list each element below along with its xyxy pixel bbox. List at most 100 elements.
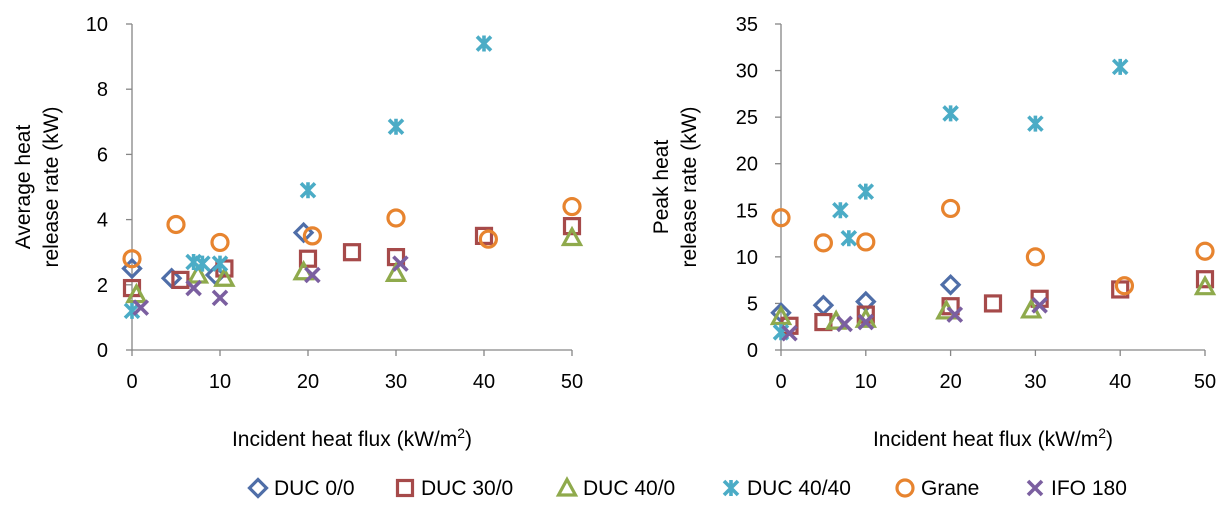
- legend-item: DUC 40/40: [722, 477, 851, 500]
- data-point: [813, 233, 834, 253]
- series-duc-40-0: [769, 274, 1217, 330]
- y-tick-label: 25: [736, 107, 758, 129]
- legend: DUC 0/0 DUC 30/0 DUC 40/0 DUC 40/40 Grane IFO…: [247, 476, 1127, 500]
- data-point: [1025, 247, 1046, 267]
- y-tick-label: 2: [97, 275, 108, 297]
- x-tick-label: 30: [385, 371, 407, 393]
- y-tick-label: 20: [736, 154, 758, 176]
- legend-label: DUC 30/0: [421, 477, 513, 500]
- legend-item: DUC 30/0: [395, 477, 513, 500]
- legend-marker: [1026, 479, 1044, 497]
- x-tick-label: 10: [855, 371, 877, 393]
- data-point: [210, 232, 230, 253]
- data-point: [1111, 58, 1129, 76]
- data-point: [386, 208, 406, 228]
- data-point: [185, 279, 202, 297]
- legend-item: IFO 180: [1026, 477, 1127, 500]
- y-tick-label: 10: [736, 247, 758, 269]
- x-tick-label: 20: [297, 371, 319, 393]
- data-point: [1195, 241, 1215, 261]
- series-ifo-180: [781, 297, 1048, 342]
- series-ifo-180: [132, 255, 409, 316]
- data-point: [475, 35, 493, 52]
- peak-hrr-panel: 0 5 10 15 20 25 30 35 0 10 20 30 40 50 Incident heat f…: [650, 14, 1217, 451]
- data-point: [832, 202, 849, 219]
- series-grane: [771, 198, 1215, 296]
- legend-marker: [247, 477, 269, 499]
- data-point: [478, 229, 498, 249]
- legend-label: IFO 180: [1051, 477, 1127, 500]
- y-axis-title-line: Peak heat: [650, 140, 673, 235]
- data-point: [211, 289, 229, 307]
- data-point: [1193, 274, 1217, 296]
- legend-marker: [722, 479, 740, 497]
- data-point: [942, 105, 959, 122]
- data-point: [781, 324, 798, 342]
- data-point: [939, 274, 962, 296]
- x-tick-label: 20: [939, 371, 961, 393]
- data-point: [474, 226, 494, 245]
- data-point: [194, 255, 211, 272]
- data-point: [1114, 276, 1135, 296]
- data-point: [562, 196, 582, 217]
- data-point: [1031, 297, 1048, 314]
- legend-label: DUC 0/0: [274, 477, 355, 500]
- y-tick-label: 8: [97, 79, 108, 101]
- x-tick-label: 50: [561, 371, 583, 393]
- data-point: [125, 282, 148, 304]
- data-point: [387, 118, 405, 135]
- data-point: [384, 261, 408, 282]
- data-point: [302, 226, 322, 246]
- x-tick-label: 30: [1024, 371, 1046, 393]
- x-axis-title: Incident heat flux (kW/m2): [873, 425, 1113, 451]
- y-tick-label: 5: [747, 293, 758, 315]
- data-point: [122, 249, 142, 269]
- data-point: [812, 294, 835, 317]
- legend-item: DUC 0/0: [247, 477, 355, 500]
- series-grane: [122, 196, 582, 269]
- data-point: [562, 217, 582, 236]
- legend-marker: [395, 478, 415, 498]
- data-point: [769, 304, 793, 326]
- data-point: [298, 249, 318, 268]
- y-axis-title-line: release rate (kW): [40, 106, 63, 267]
- data-point: [1111, 280, 1130, 299]
- y-axis-title-line: release rate (kW): [678, 106, 701, 267]
- y-tick-label: 0: [747, 340, 758, 362]
- data-point: [392, 255, 409, 272]
- data-point: [836, 315, 853, 333]
- legend-marker: [895, 478, 915, 498]
- y-axis-title-line: Average heat: [12, 125, 35, 250]
- data-point: [342, 243, 362, 262]
- y-tick-label: 35: [736, 14, 758, 36]
- y-tick-label: 10: [86, 14, 108, 36]
- y-tick-label: 4: [97, 210, 108, 232]
- data-point: [132, 299, 150, 316]
- x-tick-label: 40: [473, 371, 495, 393]
- x-axis-title: Incident heat flux (kW/m2): [232, 425, 472, 451]
- data-point: [213, 266, 236, 287]
- legend-label: Grane: [921, 477, 979, 500]
- x-tick-label: 40: [1109, 371, 1131, 393]
- data-point: [304, 266, 321, 284]
- data-point: [1027, 115, 1044, 132]
- x-tick-label: 0: [126, 371, 137, 393]
- data-point: [983, 294, 1003, 313]
- data-point: [946, 306, 964, 323]
- data-point: [771, 208, 791, 228]
- y-tick-label: 30: [736, 61, 758, 83]
- x-tick-label: 50: [1194, 371, 1216, 393]
- legend-label: DUC 40/40: [747, 477, 851, 500]
- data-point: [166, 214, 186, 235]
- series-duc-0-0: [770, 274, 962, 324]
- data-point: [1195, 270, 1215, 289]
- data-point: [560, 225, 584, 247]
- data-point: [123, 302, 141, 320]
- data-point: [856, 232, 876, 252]
- legend-item: DUC 40/0: [555, 476, 675, 500]
- data-point: [857, 313, 875, 331]
- data-point: [211, 255, 229, 272]
- legend-marker: [555, 476, 579, 497]
- data-point: [940, 198, 961, 219]
